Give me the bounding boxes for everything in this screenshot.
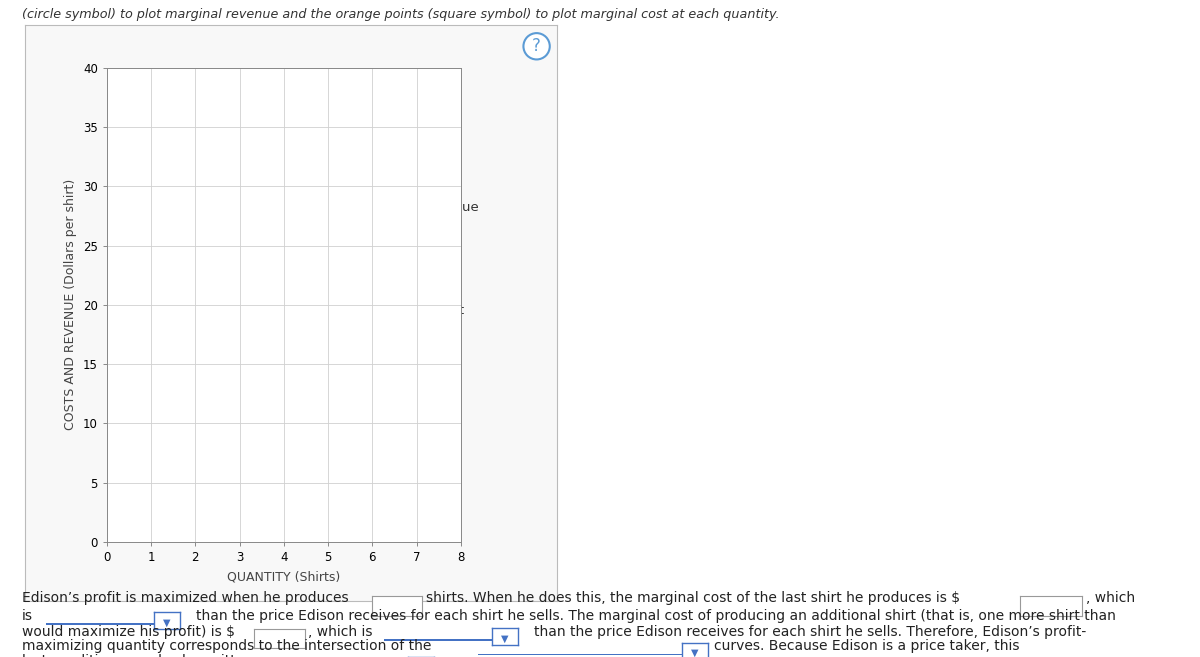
Text: (circle symbol) to plot marginal revenue and the orange points (square symbol) t: (circle symbol) to plot marginal revenue… [22, 8, 779, 21]
Text: Marginal Cost: Marginal Cost [373, 304, 464, 317]
Text: shirts. When he does this, the marginal cost of the last shirt he produces is $: shirts. When he does this, the marginal … [426, 591, 960, 605]
Text: is: is [22, 609, 32, 623]
Text: .: . [439, 654, 444, 657]
Text: ?: ? [532, 37, 541, 55]
Text: Edison’s profit is maximized when he produces: Edison’s profit is maximized when he pro… [22, 591, 348, 605]
Text: ▼: ▼ [691, 648, 698, 657]
Text: curves. Because Edison is a price taker, this: curves. Because Edison is a price taker,… [714, 639, 1020, 654]
Text: than the price Edison receives for each shirt he sells. The marginal cost of pro: than the price Edison receives for each … [196, 609, 1116, 623]
Text: ▼: ▼ [502, 633, 509, 643]
Text: than the price Edison receives for each shirt he sells. Therefore, Edison’s prof: than the price Edison receives for each … [534, 625, 1086, 639]
Text: Marginal Revenue: Marginal Revenue [359, 200, 479, 214]
Text: would maximize his profit) is $: would maximize his profit) is $ [22, 625, 235, 639]
Text: , which: , which [1086, 591, 1135, 605]
Text: ▼: ▼ [163, 618, 170, 627]
Text: , which is: , which is [308, 625, 373, 639]
Text: last condition can also be written as: last condition can also be written as [22, 654, 272, 657]
X-axis label: QUANTITY (Shirts): QUANTITY (Shirts) [227, 571, 341, 584]
Y-axis label: COSTS AND REVENUE (Dollars per shirt): COSTS AND REVENUE (Dollars per shirt) [65, 179, 77, 430]
Text: maximizing quantity corresponds to the intersection of the: maximizing quantity corresponds to the i… [22, 639, 431, 654]
